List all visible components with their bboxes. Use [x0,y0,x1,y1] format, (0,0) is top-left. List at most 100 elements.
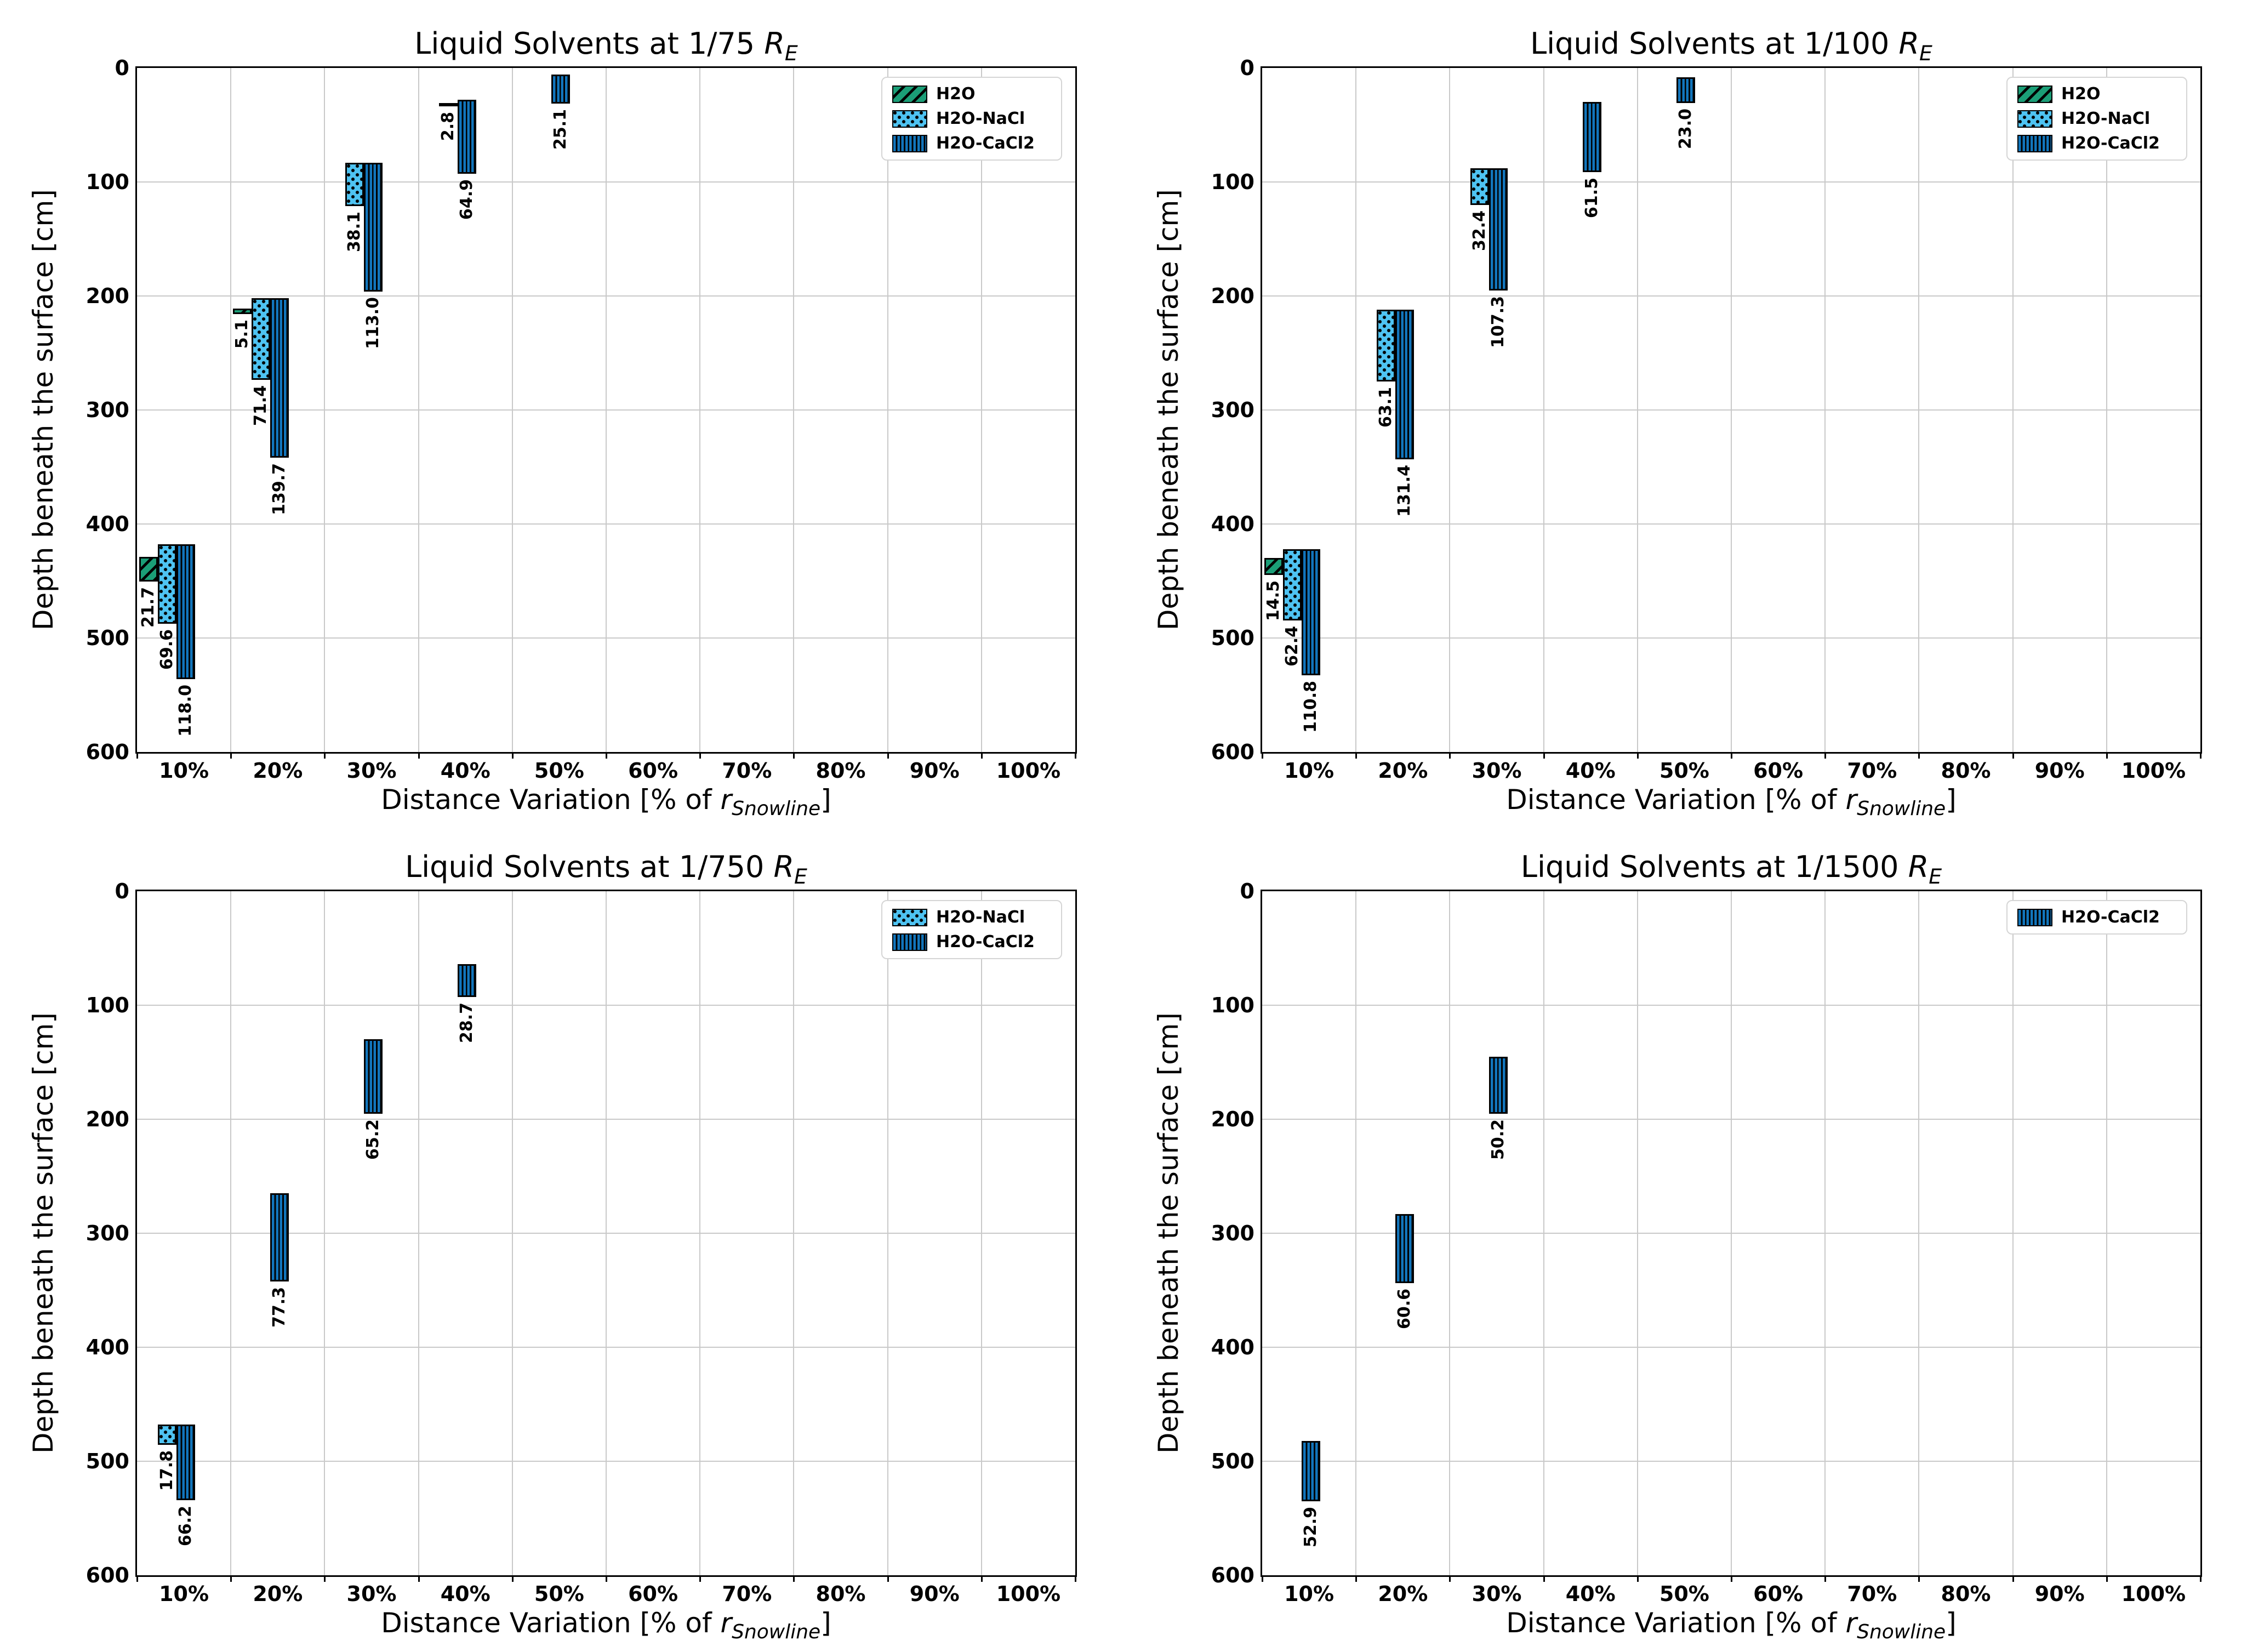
x-tick-label: 70% [1847,759,1897,783]
legend-swatch-h2o-nacl [892,908,927,926]
x-axis-label: Distance Variation [% of rSnowline] [381,784,831,820]
x-gridline [418,891,419,1575]
bar-value-label: 69.6 [157,629,176,670]
legend-item: H2O-CaCl2 [892,134,1051,153]
y-tick-label: 400 [85,512,129,536]
y-tick-label: 300 [85,1221,129,1245]
x-tick-mark [2106,1577,2108,1582]
y-tick-label: 100 [85,170,129,194]
bar-h2o-cacl2 [1301,549,1320,676]
bar-value-label: 5.1 [232,320,252,349]
x-gridline [887,68,888,752]
x-gridline [230,68,232,752]
x-gridline [1731,891,1732,1575]
legend-label: H2O [2061,84,2101,104]
bar-h2o-nacl [1282,549,1302,620]
y-axis-label: Depth beneath the surface [cm] [1153,189,1184,631]
x-tick-mark [418,1577,420,1582]
x-tick-label: 10% [1284,1582,1334,1606]
x-tick-label: 80% [1941,759,1991,783]
x-tick-mark [1636,1577,1639,1582]
x-gridline [324,68,326,752]
y-tick-label: 300 [1211,1221,1254,1245]
y-tick-label: 400 [85,1335,129,1359]
bar-value-label: 32.4 [1470,210,1489,252]
x-tick-mark [699,754,702,759]
x-tick-mark [136,754,138,759]
bar-h2o-nacl [157,544,176,624]
bar-value-label: 17.8 [157,1450,176,1491]
x-tick-label: 80% [815,1582,866,1606]
x-tick-mark [980,1577,983,1582]
bar-value-label: 65.2 [363,1119,383,1160]
y-tick-label: 100 [1211,170,1254,194]
x-tick-label: 70% [722,759,772,783]
x-tick-mark [324,754,326,759]
legend-item: H2O-CaCl2 [2017,134,2176,153]
x-tick-mark [418,754,420,759]
bar-h2o-cacl2 [458,100,477,174]
bar-h2o-cacl2 [176,1425,195,1501]
bar-value-label: 77.3 [269,1286,289,1328]
legend-item: H2O [2017,84,2176,104]
legend-label: H2O-NaCl [936,109,1025,128]
bar-value-label: 60.6 [1394,1288,1414,1329]
y-tick-label: 600 [85,740,129,764]
y-tick-label: 0 [115,56,129,80]
x-tick-label: 90% [909,1582,960,1606]
x-gridline [1824,891,1826,1575]
bar-value-label: 21.7 [138,587,158,628]
plot-1-750-axes [135,890,1077,1577]
x-tick-label: 30% [346,1582,397,1606]
y-tick-label: 0 [1240,879,1254,903]
legend-item: H2O-NaCl [892,109,1051,128]
bar-value-label: 63.1 [1376,387,1395,428]
legend-box: H2O-CaCl2 [2006,900,2187,935]
x-tick-mark [1824,1577,1827,1582]
bar-value-label: 66.2 [175,1506,195,1547]
legend-item: H2O-CaCl2 [892,932,1051,952]
bar-h2o-cacl2 [1395,1214,1414,1283]
y-tick-label: 500 [1211,1449,1254,1473]
x-gridline [1449,891,1451,1575]
x-tick-label: 20% [253,759,303,783]
bar-h2o [139,557,158,582]
x-tick-mark [887,1577,889,1582]
x-gridline [699,68,701,752]
x-tick-mark [606,754,607,759]
x-gridline [1355,68,1357,752]
x-gridline [511,68,513,752]
y-tick-label: 0 [1240,56,1254,80]
x-tick-mark [1355,754,1358,759]
x-tick-label: 50% [534,759,584,783]
x-tick-mark [2200,1577,2202,1582]
bar-h2o-cacl2 [270,298,289,458]
y-axis-label: Depth beneath the surface [cm] [1153,1012,1184,1454]
x-tick-mark [1543,1577,1545,1582]
bar-h2o-nacl [1470,168,1489,206]
x-tick-mark [1355,1577,1358,1582]
x-tick-mark [887,754,889,759]
bar-value-label: 38.1 [345,211,364,252]
x-gridline [2012,68,2014,752]
x-tick-mark [1543,754,1545,759]
legend-swatch-h2o-nacl [2017,110,2052,128]
legend-label: H2O [936,84,976,104]
legend-label: H2O-CaCl2 [936,134,1035,153]
plot-1-75-axes [135,66,1077,754]
x-tick-label: 60% [628,1582,678,1606]
bar-value-label: 110.8 [1301,681,1320,733]
legend-swatch-h2o-nacl [892,110,927,128]
y-tick-label: 500 [85,626,129,650]
plot-title: Liquid Solvents at 1/1500 RE [1520,850,1942,888]
bar-h2o-cacl2 [270,1193,289,1281]
x-tick-mark [980,754,983,759]
bar-value-label: 62.4 [1282,625,1302,667]
x-gridline [1731,68,1732,752]
x-tick-mark [793,1577,795,1582]
x-tick-mark [1636,754,1639,759]
x-tick-label: 10% [159,1582,209,1606]
x-tick-label: 60% [1753,1582,1804,1606]
y-tick-label: 200 [85,284,129,308]
